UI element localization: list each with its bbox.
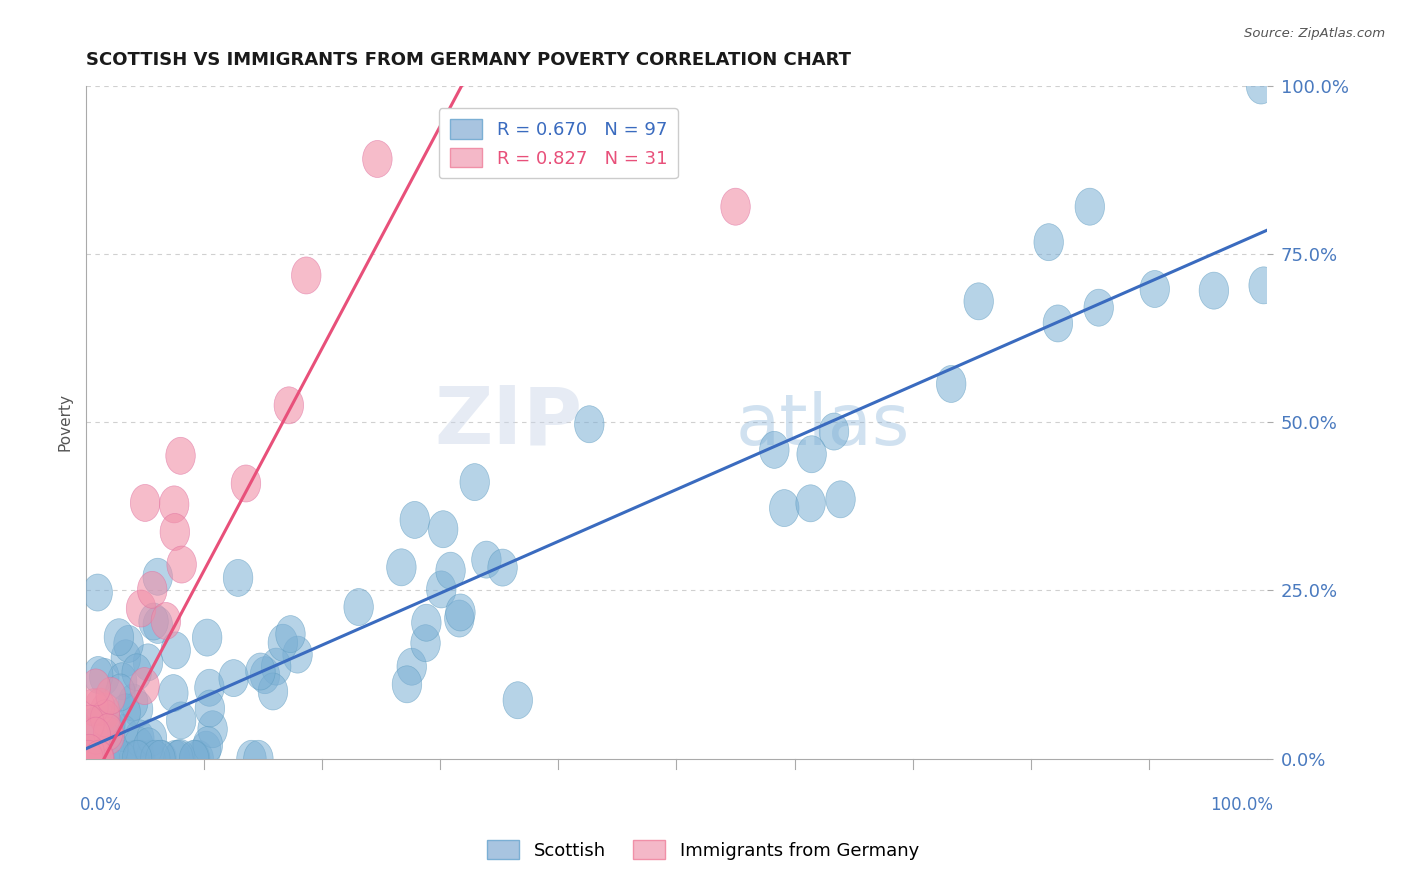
Text: 100.0%: 100.0% [1209, 796, 1272, 814]
Y-axis label: Poverty: Poverty [58, 393, 72, 451]
Text: 0.0%: 0.0% [80, 796, 122, 814]
Legend: R = 0.670   N = 97, R = 0.827   N = 31: R = 0.670 N = 97, R = 0.827 N = 31 [439, 108, 678, 178]
Text: Source: ZipAtlas.com: Source: ZipAtlas.com [1244, 27, 1385, 40]
Text: ZI: ZI [434, 384, 523, 461]
Text: atlas: atlas [735, 391, 910, 460]
Text: SCOTTISH VS IMMIGRANTS FROM GERMANY POVERTY CORRELATION CHART: SCOTTISH VS IMMIGRANTS FROM GERMANY POVE… [86, 51, 851, 69]
Text: P: P [523, 384, 582, 461]
Legend: Scottish, Immigrants from Germany: Scottish, Immigrants from Germany [479, 832, 927, 867]
